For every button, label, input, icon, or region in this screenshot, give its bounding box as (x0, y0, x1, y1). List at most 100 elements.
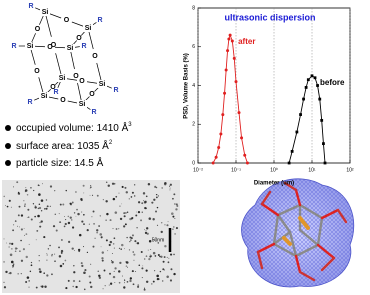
particle (101, 259, 104, 262)
particle (83, 246, 85, 248)
particle (34, 215, 36, 218)
particle (38, 203, 41, 206)
particle (129, 236, 132, 239)
particle (39, 225, 42, 228)
series-line (212, 33, 248, 164)
particle (73, 271, 76, 274)
particle (170, 268, 173, 271)
particle (131, 191, 134, 194)
particle (75, 285, 78, 289)
particle (90, 185, 92, 187)
particle (173, 273, 175, 275)
particle (112, 197, 116, 201)
particle (25, 255, 28, 259)
particle (159, 270, 162, 273)
particle (123, 215, 126, 218)
particle (111, 261, 114, 264)
particle (51, 253, 53, 255)
particle (136, 227, 138, 229)
particle (40, 285, 42, 287)
surface-mesh (241, 178, 354, 288)
oxygen-label: O (34, 68, 40, 75)
particle (137, 211, 141, 214)
particle (10, 206, 12, 208)
data-point (214, 155, 218, 159)
data-point (237, 111, 241, 115)
particle (120, 248, 122, 250)
data-point (217, 146, 221, 149)
particle (151, 240, 153, 242)
chart-title: ultrasonic dispersion (224, 12, 315, 22)
data-point (290, 149, 294, 153)
particle (164, 224, 166, 226)
particle (77, 248, 81, 252)
particle (164, 245, 167, 248)
particle (166, 275, 169, 279)
data-point (306, 78, 310, 82)
particle (34, 205, 36, 207)
particle (161, 187, 163, 189)
particle (123, 225, 126, 228)
oxygen-label: O (50, 84, 56, 91)
particle (131, 217, 134, 220)
particle (94, 237, 96, 239)
particle (157, 195, 159, 197)
scale-label: 50nm (152, 237, 165, 243)
particle (17, 191, 20, 194)
property-main: particle size: 14.5 Å (16, 156, 104, 169)
particle (119, 205, 121, 207)
silicon-label: Si (59, 75, 66, 82)
particle (3, 261, 5, 263)
particle (126, 211, 129, 213)
particle (83, 192, 85, 194)
particle (96, 231, 99, 234)
particle (65, 287, 68, 290)
oxygen-label: O (35, 26, 41, 33)
particle (6, 205, 9, 208)
particle (26, 216, 28, 218)
substituent-label: R (28, 3, 33, 10)
particle (121, 185, 124, 188)
particle (37, 207, 40, 210)
particle (118, 228, 120, 230)
particle (152, 251, 156, 255)
particle (97, 270, 100, 273)
particle (154, 270, 156, 272)
particle (46, 252, 48, 254)
atom-bg (83, 24, 93, 32)
particle (43, 272, 45, 274)
particle (47, 248, 50, 250)
particle (154, 255, 157, 257)
particle (38, 206, 42, 210)
particle (115, 228, 118, 230)
property-text: particle size: 14.5 Å (16, 156, 104, 169)
particle (134, 240, 137, 243)
property-sup: 2 (109, 140, 113, 146)
particle (129, 277, 133, 280)
particle (136, 211, 137, 213)
particle (133, 253, 136, 256)
particle (149, 255, 152, 258)
particle (174, 233, 176, 235)
particle (173, 253, 175, 256)
particle (73, 265, 75, 267)
particle (28, 286, 30, 288)
particle (123, 212, 126, 215)
particle (65, 189, 67, 192)
particle (119, 217, 123, 221)
particle (146, 232, 149, 235)
particle (34, 206, 37, 209)
particle (109, 272, 112, 275)
particle (105, 239, 108, 242)
particle (18, 205, 21, 208)
data-point (211, 161, 215, 165)
particle (175, 227, 178, 230)
particle (128, 198, 130, 200)
particle (143, 288, 146, 291)
particle (77, 212, 80, 216)
particle (130, 196, 133, 198)
particle (14, 247, 18, 250)
particle (25, 233, 28, 236)
particle (106, 212, 109, 216)
atom-bg (40, 8, 50, 16)
